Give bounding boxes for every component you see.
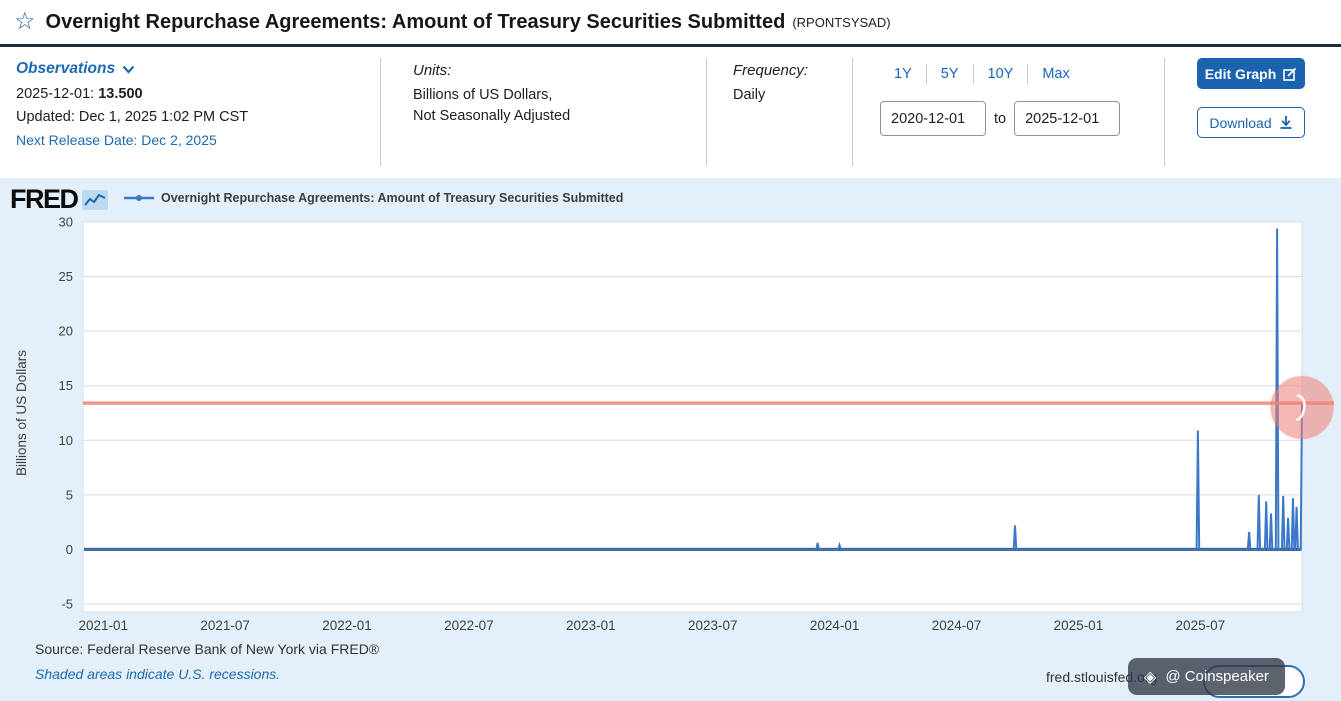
page-title: Overnight Repurchase Agreements: Amount … <box>45 10 786 33</box>
edit-pencil-icon <box>1283 67 1297 81</box>
svg-text:0: 0 <box>66 542 73 557</box>
svg-text:10: 10 <box>59 433 73 448</box>
range-buttons: 1Y 5Y 10Y Max <box>880 64 1120 84</box>
svg-text:2024-01: 2024-01 <box>810 618 860 633</box>
units-column: Units: Billions of US Dollars, Not Seaso… <box>413 62 570 124</box>
svg-text:30: 30 <box>59 215 73 230</box>
svg-text:2022-01: 2022-01 <box>322 618 372 633</box>
recessions-link[interactable]: Shaded areas indicate U.S. recessions. <box>35 666 281 682</box>
chevron-down-icon <box>122 65 135 74</box>
next-release-link[interactable]: Next Release Date: Dec 2, 2025 <box>16 132 217 148</box>
download-button[interactable]: Download <box>1197 107 1305 138</box>
legend-line-marker-icon <box>124 195 154 201</box>
observations-dropdown[interactable]: Observations <box>16 60 248 78</box>
units-line2: Not Seasonally Adjusted <box>413 108 571 124</box>
end-date-input[interactable] <box>1014 101 1121 136</box>
favorite-star-icon[interactable]: ☆ <box>14 8 36 35</box>
range-button-1y[interactable]: 1Y <box>880 64 927 84</box>
watermark-text: @ Coinspeaker <box>1165 668 1269 685</box>
svg-text:15: 15 <box>59 378 73 393</box>
source-text: Source: Federal Reserve Bank of New York… <box>35 641 380 657</box>
latest-observation-date: 2025-12-01: <box>16 86 95 102</box>
range-button-10y[interactable]: 10Y <box>974 64 1029 84</box>
edit-graph-button[interactable]: Edit Graph <box>1197 58 1305 89</box>
fred-logo: FRED <box>10 184 108 215</box>
latest-observation: 2025-12-01: 13.500 <box>16 86 248 102</box>
divider <box>1164 58 1165 166</box>
svg-text:2023-07: 2023-07 <box>688 618 738 633</box>
svg-text:-5: -5 <box>61 597 73 612</box>
actions-column: Edit Graph Download <box>1197 58 1305 138</box>
observations-column: Observations 2025-12-01: 13.500 Updated:… <box>16 60 248 148</box>
latest-observation-value: 13.500 <box>98 86 143 102</box>
divider <box>852 58 853 166</box>
units-label: Units: <box>413 62 452 79</box>
fred-chart-icon <box>81 189 108 210</box>
svg-text:25: 25 <box>59 269 73 284</box>
download-icon <box>1280 116 1292 129</box>
svg-text:2025-01: 2025-01 <box>1054 618 1104 633</box>
frequency-label: Frequency: <box>733 62 809 79</box>
svg-text:Billions of US Dollars: Billions of US Dollars <box>14 350 29 476</box>
frequency-column: Frequency: Daily <box>733 62 808 103</box>
edit-graph-label: Edit Graph <box>1204 65 1277 82</box>
svg-text:2022-07: 2022-07 <box>444 618 494 633</box>
download-label: Download <box>1209 114 1272 131</box>
date-range: to <box>880 101 1121 136</box>
units-line1: Billions of US Dollars, <box>413 87 553 103</box>
observations-label: Observations <box>16 60 116 77</box>
info-bar: Observations 2025-12-01: 13.500 Updated:… <box>0 50 1341 175</box>
range-column: 1Y 5Y 10Y Max to <box>880 64 1121 136</box>
divider <box>380 58 381 166</box>
svg-text:20: 20 <box>59 324 73 339</box>
page-header: ☆ Overnight Repurchase Agreements: Amoun… <box>0 0 1341 47</box>
svg-text:2023-01: 2023-01 <box>566 618 616 633</box>
svg-text:2025-07: 2025-07 <box>1176 618 1226 633</box>
chart-legend: Overnight Repurchase Agreements: Amount … <box>124 191 623 205</box>
updated-text: Updated: Dec 1, 2025 1:02 PM CST <box>16 109 249 125</box>
range-button-max[interactable]: Max <box>1028 64 1083 84</box>
svg-text:2021-07: 2021-07 <box>200 618 250 633</box>
frequency-value: Daily <box>733 87 766 103</box>
to-label: to <box>994 110 1007 127</box>
chart-plot[interactable]: 30 25 20 15 10 5 0 -5 2021-01 2021-07 2022-01 2022-… <box>0 178 1341 701</box>
range-button-5y[interactable]: 5Y <box>927 64 974 84</box>
series-id: (RPONTSYSAD) <box>792 14 891 30</box>
svg-text:2021-01: 2021-01 <box>78 618 128 633</box>
svg-text:5: 5 <box>66 487 73 502</box>
start-date-input[interactable] <box>880 101 986 136</box>
fred-logo-text: FRED <box>10 184 79 214</box>
watermark-diamond-icon: ◈ <box>1144 668 1157 686</box>
divider <box>706 58 707 166</box>
watermark-badge: ◈ @ Coinspeaker <box>1128 658 1285 695</box>
svg-text:2024-07: 2024-07 <box>932 618 982 633</box>
chart-panel: 30 25 20 15 10 5 0 -5 2021-01 2021-07 2022-01 2022-… <box>0 178 1341 701</box>
legend-label: Overnight Repurchase Agreements: Amount … <box>161 191 624 205</box>
